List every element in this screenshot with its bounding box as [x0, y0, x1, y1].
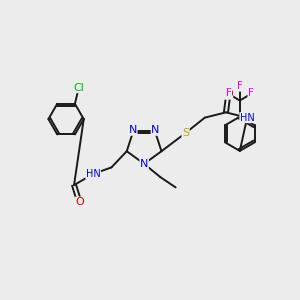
Text: N: N [129, 125, 137, 135]
Text: HN: HN [86, 169, 101, 179]
Text: F: F [226, 88, 232, 98]
Text: Cl: Cl [73, 82, 84, 93]
Text: F: F [248, 88, 254, 98]
Text: N: N [140, 159, 148, 170]
Text: O: O [75, 197, 84, 207]
Text: S: S [182, 128, 189, 138]
Text: N: N [151, 125, 160, 135]
Text: F: F [237, 81, 243, 91]
Text: HN: HN [240, 113, 254, 123]
Text: O: O [224, 89, 233, 99]
